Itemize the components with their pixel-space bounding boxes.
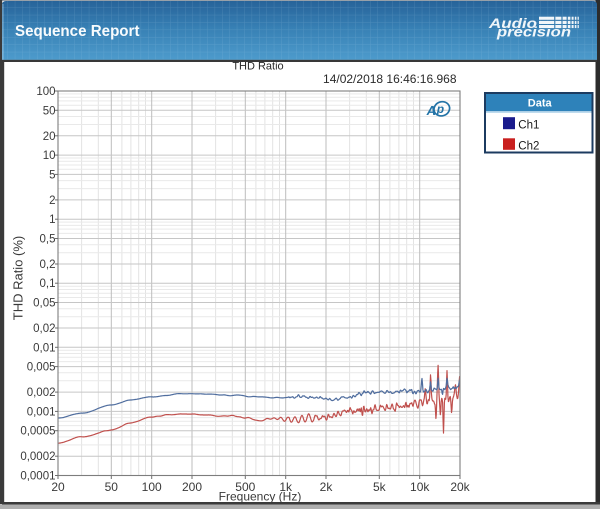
- svg-text:0,0005: 0,0005: [20, 426, 55, 438]
- svg-text:10: 10: [43, 150, 56, 162]
- svg-text:Ch2: Ch2: [518, 140, 539, 152]
- svg-text:0,01: 0,01: [33, 342, 55, 354]
- svg-text:0,005: 0,005: [27, 362, 56, 374]
- svg-text:0,002: 0,002: [27, 387, 56, 399]
- svg-text:5k: 5k: [373, 480, 387, 494]
- svg-text:1: 1: [49, 214, 55, 226]
- svg-text:2k: 2k: [320, 480, 334, 494]
- svg-text:Ch1: Ch1: [518, 120, 539, 132]
- svg-text:0,5: 0,5: [40, 234, 56, 246]
- svg-text:20k: 20k: [450, 480, 470, 494]
- svg-text:A: A: [426, 103, 436, 118]
- svg-text:20: 20: [51, 480, 65, 494]
- svg-text:14/02/2018 16:46:16.968: 14/02/2018 16:46:16.968: [323, 72, 457, 86]
- svg-text:10k: 10k: [410, 480, 430, 494]
- svg-text:0,02: 0,02: [33, 323, 55, 335]
- svg-text:0,0002: 0,0002: [20, 451, 55, 463]
- svg-text:0,2: 0,2: [40, 259, 56, 271]
- svg-text:p: p: [436, 102, 444, 116]
- svg-text:Sequence Report: Sequence Report: [15, 23, 140, 40]
- svg-text:20: 20: [43, 131, 56, 143]
- svg-text:THD Ratio: THD Ratio: [232, 61, 283, 73]
- svg-text:0,0001: 0,0001: [20, 471, 55, 483]
- svg-text:5: 5: [49, 169, 55, 181]
- svg-text:Frequency (Hz): Frequency (Hz): [219, 490, 302, 504]
- svg-text:100: 100: [36, 86, 55, 98]
- svg-text:0,05: 0,05: [33, 298, 55, 310]
- svg-text:200: 200: [182, 480, 202, 494]
- svg-text:Data: Data: [528, 98, 553, 110]
- svg-text:50: 50: [43, 105, 56, 117]
- svg-text:2: 2: [49, 195, 55, 207]
- svg-text:50: 50: [105, 480, 119, 494]
- svg-text:0,1: 0,1: [40, 278, 56, 290]
- svg-text:THD Ratio (%): THD Ratio (%): [11, 236, 26, 321]
- svg-text:0,001: 0,001: [27, 406, 56, 418]
- svg-text:100: 100: [142, 480, 162, 494]
